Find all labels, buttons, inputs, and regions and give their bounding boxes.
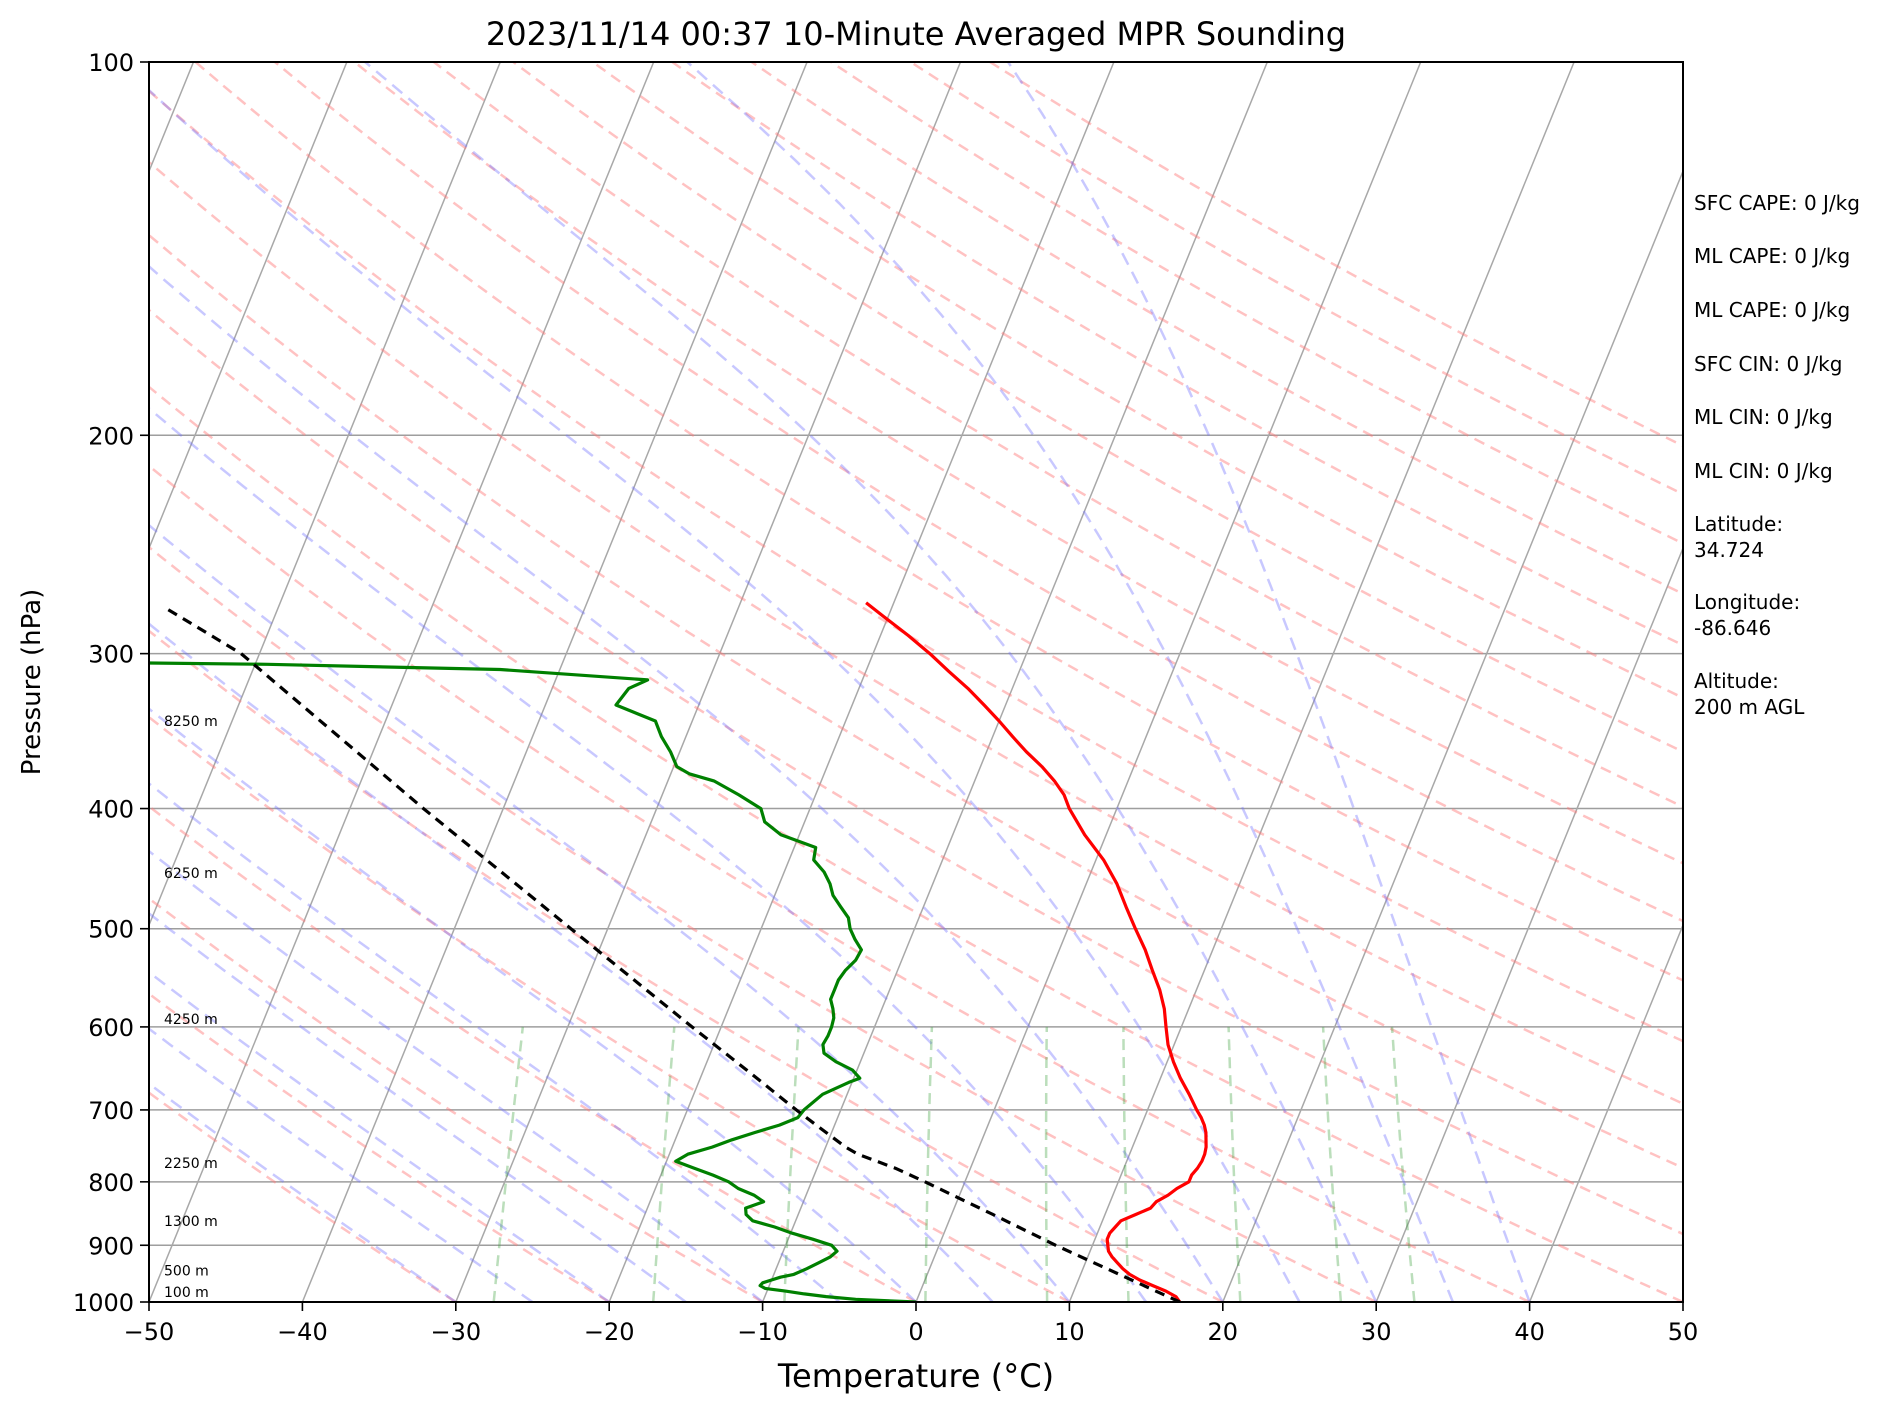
- y-tick-label: 900: [88, 1232, 134, 1260]
- info-line: SFC CIN: 0 J/kg: [1694, 352, 1843, 376]
- x-tick-label: 10: [1054, 1318, 1085, 1346]
- mixing-ratio-line: [492, 1026, 525, 1302]
- moist-adiabat-line: [149, 1027, 534, 1302]
- moist-adiabat-line: [149, 911, 687, 1302]
- x-tick-label: 0: [908, 1318, 923, 1346]
- dry-adiabat-line: [149, 385, 1683, 1302]
- dry-adiabat-line: [194, 62, 1683, 982]
- dry-adiabat-line: [149, 233, 1683, 1170]
- dry-adiabat-line: [909, 62, 1683, 496]
- mixing-ratio-line: [1227, 1026, 1242, 1302]
- moist-adiabat-line: [149, 622, 994, 1302]
- moist-adiabat-line: [149, 707, 917, 1302]
- height-label: 4250 m: [164, 1012, 218, 1028]
- y-tick-label: 200: [88, 422, 134, 450]
- dry-adiabat-line: [149, 308, 1683, 1236]
- dry-adiabat-line: [353, 62, 1683, 865]
- y-tick-label: 100: [88, 49, 134, 77]
- isotherm-line: [149, 62, 655, 1302]
- y-tick-label: 500: [88, 916, 134, 944]
- parcel-path-line: [162, 605, 1181, 1302]
- info-line: Latitude: 34.724: [1694, 512, 1784, 562]
- isotherm-line: [149, 62, 501, 928]
- y-axis-label: Pressure (hPa): [17, 589, 47, 776]
- x-tick-label: −30: [430, 1318, 481, 1346]
- moist-adiabat-line: [149, 406, 1148, 1302]
- isotherm-line: [1375, 546, 1683, 1302]
- mixing-ratio-line: [1390, 1026, 1416, 1302]
- y-tick-label: 600: [88, 1014, 134, 1042]
- info-line: ML CIN: 0 J/kg: [1694, 459, 1833, 483]
- dry-adiabat-line: [149, 992, 610, 1302]
- x-axis-label: Temperature (°C): [777, 1357, 1054, 1395]
- isotherm-line: [455, 62, 962, 1302]
- x-tick-label: −20: [584, 1318, 635, 1346]
- height-label: 500 m: [164, 1264, 209, 1280]
- height-label: 2250 m: [164, 1156, 218, 1172]
- moist-adiabat-line: [149, 1082, 457, 1302]
- info-line: ML CAPE: 0 J/kg: [1694, 244, 1851, 268]
- mixing-ratio-line: [1044, 1026, 1049, 1302]
- moist-adiabat-line: [686, 62, 1455, 1302]
- dry-adiabat-line: [274, 62, 1683, 923]
- dry-adiabat-line: [149, 1091, 457, 1302]
- mixing-ratio-line: [783, 1026, 800, 1302]
- info-line: ML CAPE: 0 J/kg: [1694, 298, 1851, 322]
- x-tick-label: −50: [124, 1318, 175, 1346]
- height-label: 100 m: [164, 1285, 209, 1301]
- info-line: ML CIN: 0 J/kg: [1694, 405, 1833, 429]
- y-tick-label: 700: [88, 1097, 134, 1125]
- isotherm-line: [608, 62, 1115, 1302]
- info-line: Altitude: 200 m AGL: [1694, 669, 1805, 719]
- isotherm-line: [1528, 923, 1683, 1302]
- x-tick-label: 50: [1668, 1318, 1699, 1346]
- plot-frame: [148, 61, 1684, 1303]
- dry-adiabat-line: [149, 629, 1224, 1302]
- height-label: 6250 m: [164, 866, 218, 882]
- mixing-ratio-line: [924, 1026, 934, 1302]
- moist-adiabat-line: [149, 970, 610, 1302]
- x-tick-label: 20: [1208, 1318, 1239, 1346]
- mixing-ratio-line: [651, 1026, 676, 1302]
- mixing-ratio-line: [1122, 1026, 1130, 1302]
- dry-adiabat-line: [830, 62, 1683, 545]
- info-line: Longitude: -86.646: [1694, 590, 1801, 640]
- dry-adiabat-line: [149, 715, 1070, 1302]
- x-tick-label: 40: [1514, 1318, 1545, 1346]
- height-label: 8250 m: [164, 714, 218, 730]
- moist-adiabat-line: [1007, 62, 1531, 1302]
- isotherm-line: [915, 62, 1422, 1302]
- info-line: SFC CAPE: 0 J/kg: [1694, 191, 1860, 215]
- moist-adiabat-line: [149, 781, 841, 1302]
- chart-title: 2023/11/14 00:37 10-Minute Averaged MPR …: [486, 15, 1346, 53]
- dry-adiabat-line: [149, 160, 1683, 1106]
- dry-adiabat-line: [433, 62, 1683, 809]
- x-tick-label: −10: [737, 1318, 788, 1346]
- moist-adiabat-line: [149, 523, 1071, 1302]
- moist-adiabat-line: [149, 264, 1224, 1302]
- isotherm-line: [761, 62, 1268, 1302]
- mixing-ratio-line: [1321, 1026, 1343, 1302]
- isotherm-line: [149, 62, 348, 551]
- moist-adiabat-line: [149, 88, 1301, 1302]
- x-tick-label: 30: [1361, 1318, 1392, 1346]
- isotherm-line: [301, 62, 808, 1302]
- moist-adiabat-line: [364, 62, 1378, 1302]
- dry-adiabat-line: [149, 545, 1377, 1302]
- isotherm-line: [1068, 62, 1575, 1302]
- dry-adiabat-line: [512, 62, 1683, 754]
- x-tick-label: −40: [277, 1318, 328, 1346]
- isotherm-line: [1222, 169, 1683, 1302]
- temperature-profile-line: [865, 601, 1208, 1302]
- y-tick-label: 300: [88, 641, 134, 669]
- y-tick-label: 1000: [73, 1289, 134, 1317]
- dewpoint-profile-line: [149, 661, 917, 1302]
- y-tick-label: 800: [88, 1169, 134, 1197]
- dry-adiabat-line: [149, 89, 1683, 1043]
- y-tick-label: 400: [88, 796, 134, 824]
- moist-adiabat-line: [149, 849, 764, 1302]
- height-label: 1300 m: [164, 1214, 218, 1230]
- dry-adiabat-line: [591, 62, 1683, 700]
